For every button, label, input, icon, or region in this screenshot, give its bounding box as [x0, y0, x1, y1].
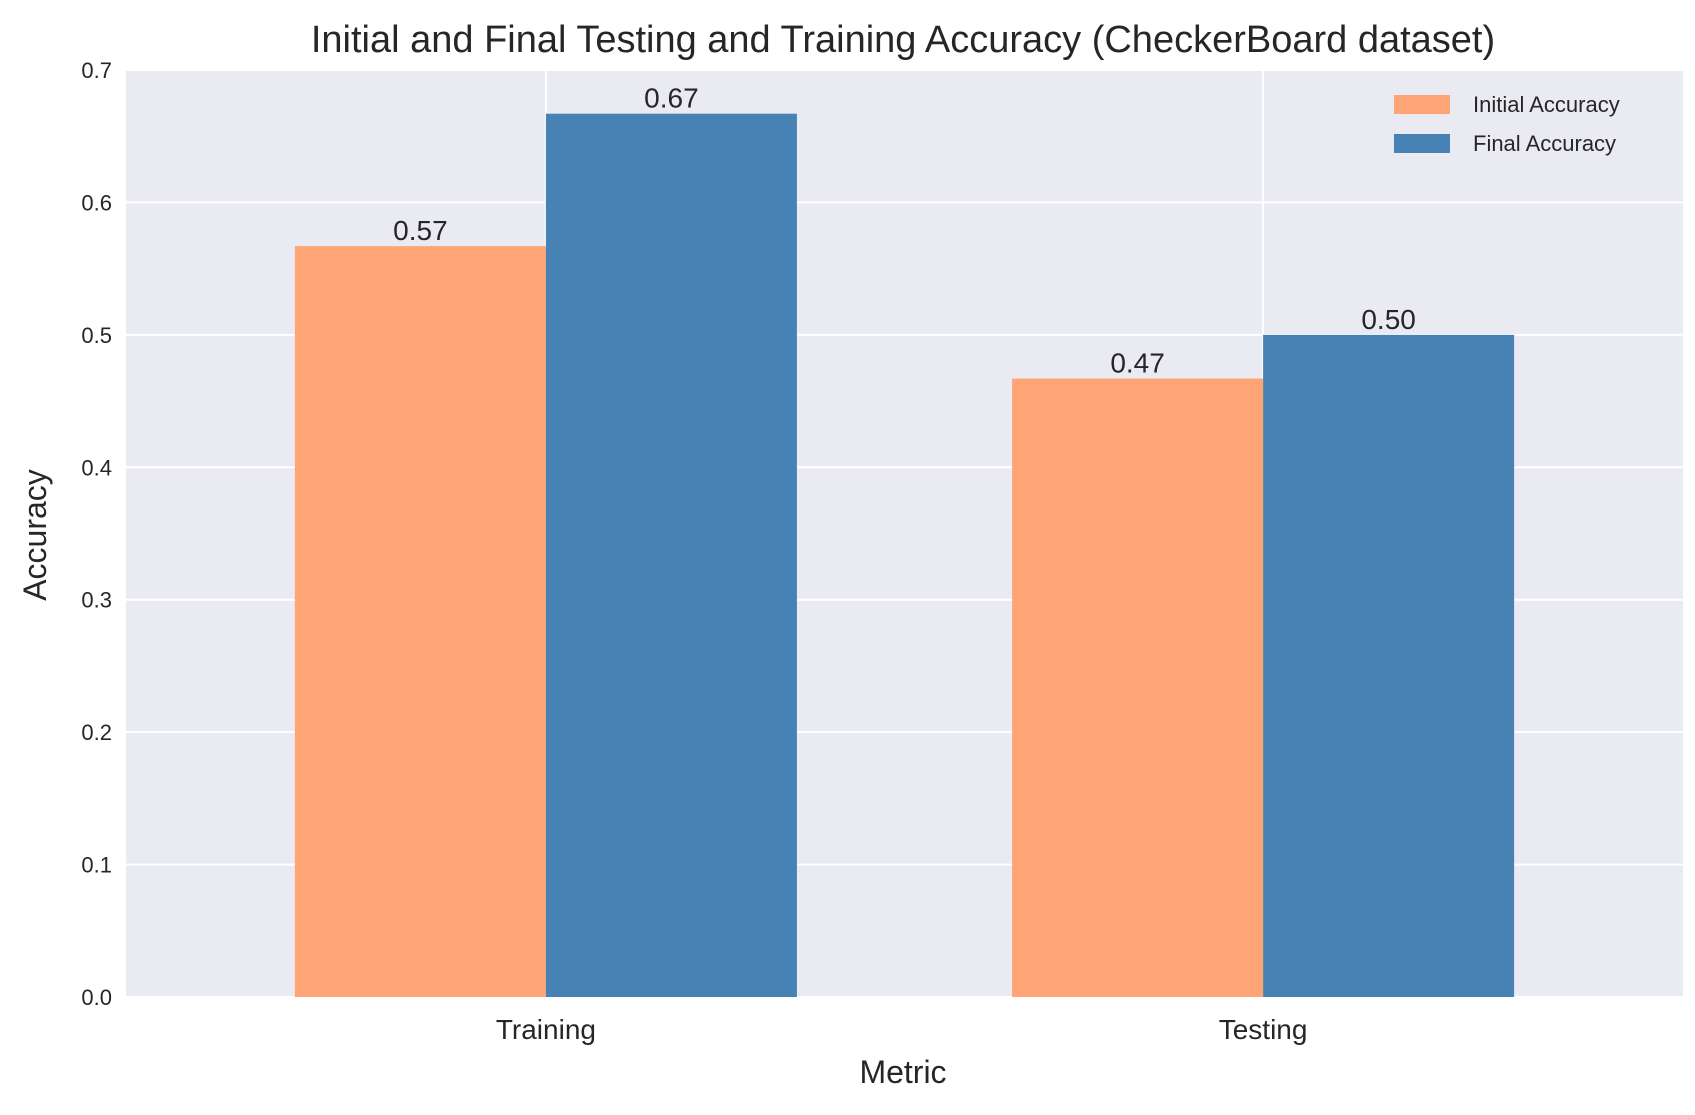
x-axis-label: Metric: [859, 1054, 946, 1090]
bars: [294, 113, 1515, 998]
legend: Initial Accuracy Final Accuracy: [1394, 92, 1620, 156]
y-tick-label: 0.7: [81, 58, 112, 83]
y-tick-label: 0.0: [81, 985, 112, 1010]
y-tick-label: 0.3: [81, 588, 112, 613]
legend-swatch: [1394, 134, 1450, 153]
y-tick-label: 0.6: [81, 190, 112, 215]
y-tick-label: 0.1: [81, 853, 112, 878]
bar-initial-accuracy-testing: [1012, 378, 1264, 997]
y-axis-ticks: 0.0 0.1 0.2 0.3 0.4 0.5 0.6 0.7: [81, 58, 112, 1010]
bar-final-accuracy-training: [545, 113, 797, 998]
bar-final-accuracy-testing: [1263, 334, 1515, 997]
y-tick-label: 0.2: [81, 720, 112, 745]
x-axis-ticks: Training Testing: [496, 1014, 1308, 1045]
legend-swatch: [1394, 95, 1450, 114]
bar-initial-accuracy-training: [294, 246, 546, 997]
x-tick-label: Testing: [1219, 1014, 1308, 1045]
legend-label: Initial Accuracy: [1473, 92, 1620, 117]
y-axis-label: Accuracy: [17, 469, 53, 601]
x-tick-label: Training: [496, 1014, 596, 1045]
y-tick-label: 0.4: [81, 455, 112, 480]
data-label: 0.50: [1361, 304, 1416, 335]
legend-label: Final Accuracy: [1473, 131, 1616, 156]
data-label: 0.67: [644, 83, 699, 114]
data-label: 0.47: [1110, 348, 1165, 379]
data-labels: 0.57 0.47 0.67 0.50: [393, 83, 1416, 379]
data-label: 0.57: [393, 215, 448, 246]
chart-title: Initial and Final Testing and Training A…: [311, 19, 1495, 61]
y-tick-label: 0.5: [81, 323, 112, 348]
